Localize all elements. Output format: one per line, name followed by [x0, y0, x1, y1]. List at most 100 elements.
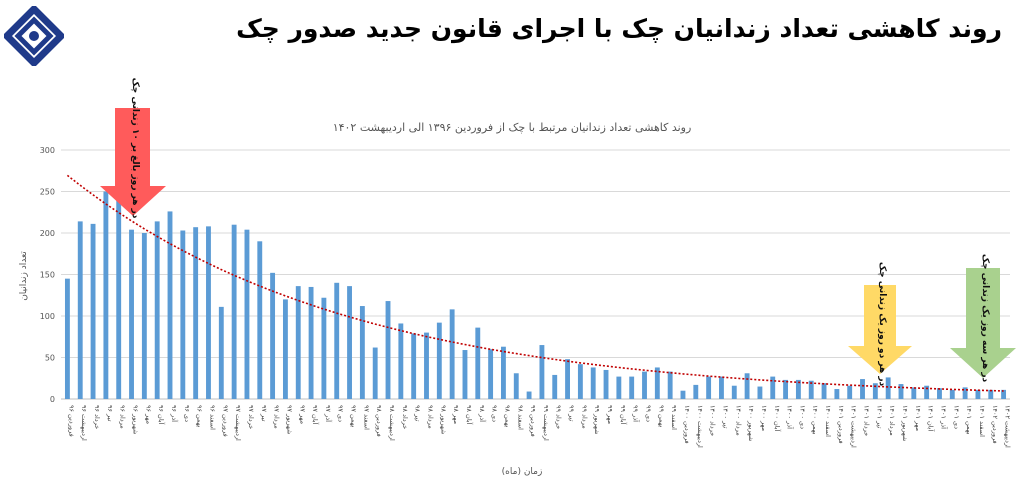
x-tick-label: آبان ۱۴۰۰	[773, 405, 782, 433]
bar	[577, 364, 583, 399]
x-tick-label: خرداد ۹۶	[93, 405, 101, 429]
x-ticks: فروردین ۹۶ اردیبهشت ۹۶ خرداد ۹۶ تیر ۹۶ مرداد…	[67, 405, 1011, 448]
x-tick-label: آبان ۹۶	[157, 405, 166, 426]
x-tick-label: فروردین ۹۷	[221, 405, 229, 437]
y-tick-label: 250	[40, 188, 55, 197]
x-tick-label: آذر ۹۸	[478, 405, 487, 423]
bar	[680, 390, 686, 399]
x-tick-label: آذر ۹۹	[632, 405, 641, 423]
x-tick-label: دی ۹۷	[337, 405, 345, 422]
x-tick-label: تیر ۹۸	[414, 405, 422, 422]
bar	[847, 385, 853, 399]
bar	[501, 346, 506, 399]
x-tick-label: فروردین ۹۶	[67, 405, 75, 437]
bar	[321, 297, 327, 399]
bar	[770, 376, 776, 399]
x-tick-label: تیر ۱۴۰۰	[721, 405, 729, 429]
x-tick-label: اردیبهشت ۹۷	[234, 405, 242, 441]
bar	[795, 379, 801, 399]
bar	[654, 367, 660, 399]
annotation-red: در هر روز بالغ بر ۱۰ زندانی چک	[100, 78, 166, 219]
bar	[924, 385, 930, 399]
x-tick-label: فروردین ۱۴۰۲	[991, 405, 999, 444]
bar	[449, 309, 455, 399]
x-tick-label: خرداد ۹۸	[401, 405, 409, 429]
y-tick-label: 100	[40, 312, 55, 321]
x-tick-label: اردیبهشت ۱۴۰۱	[850, 405, 858, 448]
x-tick-label: مرداد ۹۸	[426, 405, 434, 429]
annotation-yellow-text: در هر دو روز یک زندانی چک	[877, 262, 887, 387]
x-tick-label: اسفند ۹۶	[208, 405, 216, 430]
x-tick-label: بهمن ۹۸	[503, 405, 511, 428]
x-tick-label: بهمن ۹۶	[196, 405, 204, 428]
bar	[385, 301, 391, 399]
bar	[962, 387, 968, 399]
x-tick-label: آبان ۹۹	[619, 405, 628, 426]
x-tick-label: بهمن ۹۹	[657, 405, 665, 428]
annotation-red-text: در هر روز بالغ بر ۱۰ زندانی چک	[130, 78, 140, 219]
x-tick-label: آذر ۹۷	[324, 405, 333, 423]
bar	[308, 286, 314, 399]
bar	[1001, 389, 1007, 399]
bar	[642, 371, 647, 399]
x-tick-label: مرداد ۹۹	[580, 405, 588, 429]
bar	[347, 286, 352, 399]
x-tick-label: اسفند ۱۴۰۰	[824, 405, 832, 437]
bar	[488, 349, 494, 399]
x-tick-label: شهریور ۱۴۰۱	[901, 405, 909, 441]
bar	[885, 377, 891, 399]
bar	[334, 282, 340, 399]
x-tick-label: تیر ۹۷	[260, 405, 268, 422]
x-tick-label: فروردین ۹۹	[529, 405, 537, 437]
x-tick-label: شهریور ۹۶	[132, 405, 140, 434]
slide-title: روند کاهشی تعداد زندانیان چک با اجرای قا…	[236, 14, 1002, 43]
chart-title: روند کاهشی تعداد زندانیان مرتبط با چک از…	[333, 121, 692, 134]
x-tick-label: مهر ۹۸	[452, 405, 460, 424]
x-tick-label: شهریور ۹۹	[593, 405, 601, 434]
annotation-green: در هر سه روز یک زندانی چک	[950, 254, 1016, 383]
x-tick-label: دی ۹۹	[645, 405, 653, 422]
bar	[629, 376, 635, 399]
x-tick-label: مهر ۱۴۰۱	[914, 405, 922, 431]
bar	[616, 376, 622, 399]
x-tick-label: فروردین ۹۸	[375, 405, 383, 437]
bar	[872, 383, 878, 399]
y-tick-label: 50	[45, 354, 55, 363]
x-tick-label: اسفند ۹۹	[670, 405, 678, 430]
bar	[141, 233, 147, 399]
bar	[744, 373, 750, 399]
bar	[270, 272, 276, 399]
bar	[565, 359, 570, 399]
x-tick-label: خرداد ۹۷	[247, 405, 255, 429]
bar	[103, 191, 109, 399]
x-tick-label: شهریور ۹۸	[439, 405, 447, 434]
x-tick-label: آذر ۱۴۰۰	[786, 405, 795, 430]
red-arrow	[100, 108, 166, 216]
x-tick-label: مهر ۹۷	[298, 405, 306, 424]
x-tick-label: مهر ۹۹	[606, 405, 614, 424]
bar	[231, 224, 237, 399]
bar	[206, 226, 211, 399]
bar	[731, 385, 737, 399]
bar	[821, 383, 827, 399]
x-tick-label: آذر ۱۴۰۱	[939, 405, 948, 430]
x-tick-label: بهمن ۱۴۰۱	[965, 405, 973, 435]
x-tick-label: اردیبهشت ۹۹	[542, 405, 550, 441]
bar	[975, 389, 981, 399]
x-axis-label: زمان (ماه)	[502, 467, 543, 477]
bar	[180, 230, 186, 399]
bar	[475, 327, 481, 399]
yellow-arrow	[848, 285, 912, 374]
x-tick-label: مهر ۱۴۰۰	[760, 405, 768, 431]
bar	[988, 389, 994, 399]
bar	[757, 386, 763, 399]
x-tick-label: آبان ۹۸	[465, 405, 474, 426]
bar	[719, 376, 724, 399]
bar	[218, 306, 224, 399]
bar	[411, 333, 417, 399]
y-axis-label: تعداد زندانیان	[19, 251, 29, 301]
x-tick-label: مرداد ۹۶	[119, 405, 127, 429]
x-tick-label: مهر ۹۶	[144, 405, 152, 424]
bar	[898, 384, 904, 399]
bar	[244, 229, 250, 399]
